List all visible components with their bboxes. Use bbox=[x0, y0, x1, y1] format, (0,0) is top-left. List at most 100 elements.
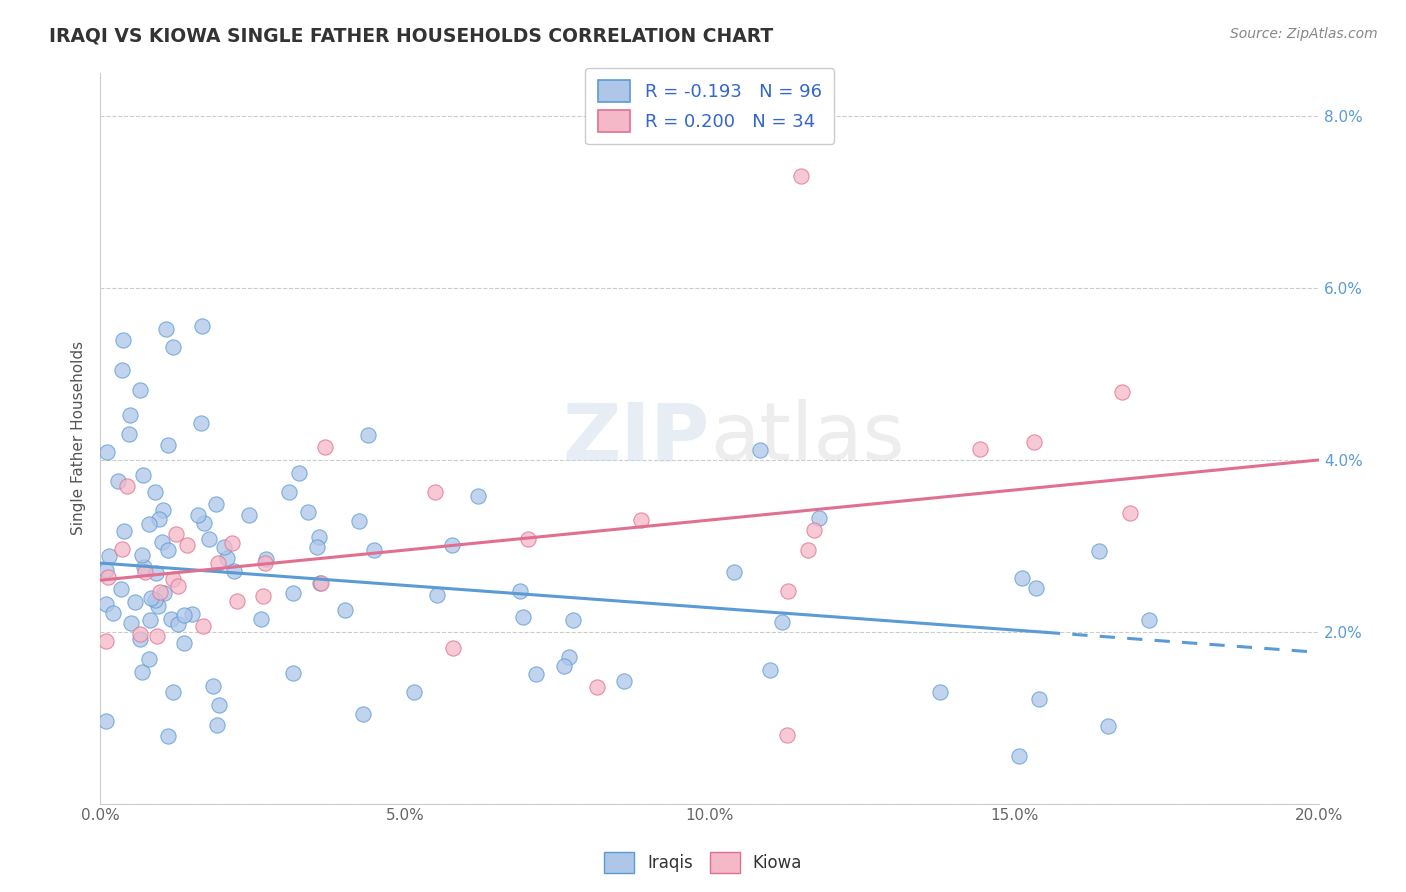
Point bbox=[613, 673, 636, 688]
Text: ZIP: ZIP bbox=[562, 400, 710, 477]
Point bbox=[517, 532, 540, 546]
Point bbox=[256, 552, 278, 566]
Point bbox=[790, 169, 813, 184]
Point bbox=[221, 535, 243, 549]
Point bbox=[128, 383, 150, 397]
Point bbox=[131, 548, 153, 562]
Point bbox=[149, 585, 172, 599]
Point bbox=[202, 679, 225, 693]
Point bbox=[205, 497, 228, 511]
Point bbox=[155, 322, 177, 336]
Point bbox=[969, 442, 991, 457]
Point bbox=[770, 615, 793, 630]
Point bbox=[1008, 749, 1031, 764]
Point bbox=[198, 532, 221, 546]
Point bbox=[586, 680, 609, 694]
Point bbox=[103, 606, 125, 620]
Point bbox=[215, 551, 238, 566]
Point bbox=[561, 613, 583, 627]
Point bbox=[148, 511, 170, 525]
Point bbox=[1097, 719, 1119, 733]
Point bbox=[118, 408, 141, 422]
Point bbox=[423, 485, 446, 500]
Point bbox=[333, 602, 356, 616]
Point bbox=[288, 467, 311, 481]
Point bbox=[187, 508, 209, 523]
Point bbox=[134, 565, 156, 579]
Point bbox=[630, 513, 652, 527]
Point bbox=[402, 685, 425, 699]
Legend: Iraqis, Kiowa: Iraqis, Kiowa bbox=[598, 846, 808, 880]
Point bbox=[96, 563, 118, 577]
Point bbox=[281, 665, 304, 680]
Point bbox=[152, 586, 174, 600]
Point bbox=[278, 485, 301, 500]
Point bbox=[797, 543, 820, 558]
Point bbox=[131, 665, 153, 679]
Point bbox=[143, 593, 166, 607]
Text: atlas: atlas bbox=[710, 400, 904, 477]
Point bbox=[281, 586, 304, 600]
Point bbox=[1137, 614, 1160, 628]
Point bbox=[167, 579, 190, 593]
Point bbox=[193, 516, 215, 531]
Point bbox=[1118, 506, 1140, 520]
Point bbox=[509, 584, 531, 599]
Text: IRAQI VS KIOWA SINGLE FATHER HOUSEHOLDS CORRELATION CHART: IRAQI VS KIOWA SINGLE FATHER HOUSEHOLDS … bbox=[49, 27, 773, 45]
Point bbox=[162, 685, 184, 699]
Point bbox=[146, 599, 169, 614]
Point bbox=[129, 632, 152, 646]
Point bbox=[191, 318, 214, 333]
Point bbox=[512, 610, 534, 624]
Point bbox=[1025, 581, 1047, 595]
Point bbox=[208, 698, 231, 713]
Point bbox=[157, 729, 180, 743]
Point bbox=[96, 597, 118, 611]
Point bbox=[297, 505, 319, 519]
Point bbox=[173, 607, 195, 622]
Point bbox=[250, 612, 273, 626]
Point bbox=[759, 663, 782, 677]
Point bbox=[347, 514, 370, 528]
Point bbox=[723, 566, 745, 580]
Point bbox=[139, 591, 162, 605]
Point bbox=[117, 479, 139, 493]
Point bbox=[156, 542, 179, 557]
Point bbox=[254, 556, 277, 570]
Point bbox=[1087, 544, 1109, 558]
Point bbox=[191, 619, 214, 633]
Point bbox=[156, 438, 179, 452]
Point bbox=[363, 543, 385, 558]
Point bbox=[1011, 571, 1033, 585]
Point bbox=[120, 616, 142, 631]
Text: Source: ZipAtlas.com: Source: ZipAtlas.com bbox=[1230, 27, 1378, 41]
Point bbox=[111, 363, 134, 377]
Point bbox=[426, 588, 449, 602]
Point bbox=[558, 650, 581, 665]
Point bbox=[309, 575, 332, 590]
Point bbox=[222, 564, 245, 578]
Point bbox=[112, 524, 135, 538]
Point bbox=[181, 607, 204, 622]
Point bbox=[98, 549, 121, 563]
Point bbox=[807, 511, 830, 525]
Point bbox=[159, 612, 181, 626]
Point bbox=[146, 629, 169, 643]
Point bbox=[357, 427, 380, 442]
Point bbox=[96, 445, 118, 459]
Point bbox=[1028, 692, 1050, 706]
Point bbox=[467, 489, 489, 503]
Point bbox=[803, 523, 825, 537]
Point bbox=[776, 728, 799, 742]
Point bbox=[1024, 435, 1046, 450]
Point bbox=[138, 517, 160, 532]
Point bbox=[162, 572, 184, 586]
Point bbox=[110, 582, 132, 597]
Point bbox=[524, 666, 547, 681]
Point bbox=[145, 566, 167, 581]
Point bbox=[314, 440, 336, 454]
Point bbox=[928, 685, 950, 699]
Point bbox=[176, 538, 198, 552]
Point bbox=[352, 706, 374, 721]
Point bbox=[162, 340, 184, 354]
